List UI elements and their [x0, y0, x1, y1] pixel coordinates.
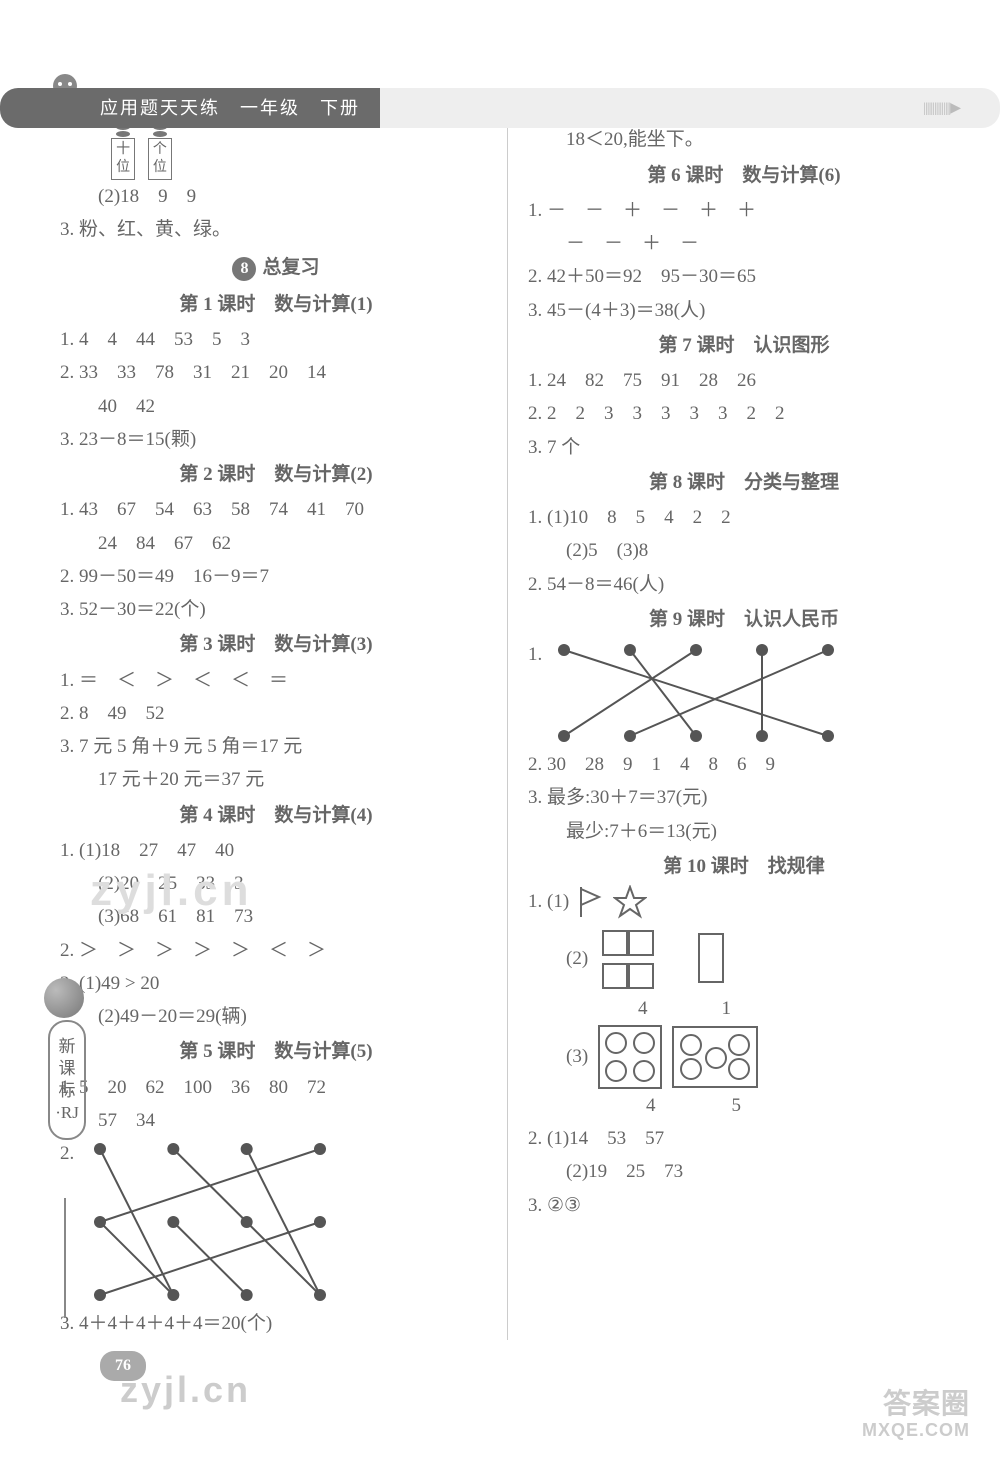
- l1-2b: 40 42: [60, 390, 492, 423]
- lesson-1-title: 第 1 课时 数与计算(1): [60, 288, 492, 321]
- r10-lbl2b: 1: [722, 998, 732, 1019]
- l2-3: 3. 52－30＝22(个): [60, 593, 492, 626]
- lesson-7-title: 第 7 课时 认识图形: [528, 329, 960, 362]
- r6-2: 2. 42＋50＝92 95－30＝65: [528, 260, 960, 293]
- l5-1b: 57 34: [60, 1104, 492, 1137]
- r10-3: 3. ②③: [528, 1189, 960, 1222]
- r8-1a: 1. (1)10 8 5 4 2 2: [528, 501, 960, 534]
- l3-2: 2. 8 49 52: [60, 697, 492, 730]
- r9-2: 2. 30 28 9 1 4 8 6 9: [528, 748, 960, 781]
- r8-1b: (2)5 (3)8: [528, 534, 960, 567]
- r10-1a: 1. (1): [528, 885, 569, 918]
- q2-2: (2)18 9 9: [60, 180, 492, 213]
- r10-lbl3a: 4: [646, 1095, 656, 1116]
- lesson-2-title: 第 2 课时 数与计算(2): [60, 458, 492, 491]
- r10-2a: 2. (1)14 53 57: [528, 1122, 960, 1155]
- l4-3b: (2)49－20＝29(辆): [60, 1000, 492, 1033]
- right-column: 6＋6＋6＝18(个) 18＜20,能坐下。 第 6 课时 数与计算(6) 1.…: [507, 90, 960, 1340]
- l3-3a: 3. 7 元 5 角＋9 元 5 角＝17 元: [60, 730, 492, 763]
- r9-3b: 最少:7＋6＝13(元): [528, 815, 960, 848]
- lesson-10-title: 第 10 课时 找规律: [528, 850, 960, 883]
- l1-2a: 2. 33 33 78 31 21 20 14: [60, 356, 492, 389]
- r10-1c: (3): [528, 1040, 588, 1073]
- l3-1: 1. ＝ ＜ ＞ ＜ ＜ ＝: [60, 664, 492, 697]
- l2-2: 2. 99－50＝49 16－9＝7: [60, 560, 492, 593]
- r6-3: 3. 45－(4＋3)＝38(人): [528, 294, 960, 327]
- lesson-9-title: 第 9 课时 认识人民币: [528, 603, 960, 636]
- star-icon: [613, 885, 647, 919]
- l2-1a: 1. 43 67 54 63 58 74 41 70: [60, 493, 492, 526]
- side-tab: 新课标·RJ: [48, 1020, 86, 1140]
- r7-2: 2. 2 2 3 3 3 3 3 2 2: [528, 397, 960, 430]
- lesson-5-title: 第 5 课时 数与计算(5): [60, 1035, 492, 1068]
- lesson-6-title: 第 6 课时 数与计算(6): [528, 159, 960, 192]
- r10-2b: (2)19 25 73: [528, 1155, 960, 1188]
- r6-1a: 1. － － ＋ － ＋ ＋: [528, 194, 960, 227]
- r7-1: 1. 24 82 75 91 28 26: [528, 364, 960, 397]
- chapter-8-title: 8总复习: [60, 251, 492, 284]
- lesson-8-title: 第 8 课时 分类与整理: [528, 466, 960, 499]
- watermark-mid: zyjl.cn: [90, 866, 253, 916]
- l3-3b: 17 元＋20 元＝37 元: [60, 763, 492, 796]
- r-b: 18＜20,能坐下。: [528, 123, 960, 156]
- ruler-decoration: |||||||||||||||▶: [923, 100, 960, 117]
- l1-1: 1. 4 4 44 53 5 3: [60, 323, 492, 356]
- l2-1b: 24 84 67 62: [60, 527, 492, 560]
- dice-5-icon: [672, 1026, 758, 1088]
- l5-1a: 1. 5 20 62 100 36 80 72: [60, 1071, 492, 1104]
- r10-lbl3b: 5: [732, 1095, 742, 1116]
- l4-3a: 3. (1)49 > 20: [60, 967, 492, 1000]
- cross-match-diagram: [546, 638, 846, 748]
- lesson-4-title: 第 4 课时 数与计算(4): [60, 799, 492, 832]
- left-column: 2. (1) 十位 个位 32 42 (2)18 9 9 3. 粉、红、黄、绿。…: [60, 90, 507, 1340]
- four-squares-icon: [602, 925, 654, 992]
- l1-3: 3. 23－8＝15(颗): [60, 423, 492, 456]
- watermark-bottom-right: 答案圈 MXQE.COM: [862, 1390, 970, 1441]
- q3: 3. 粉、红、黄、绿。: [60, 213, 492, 246]
- page-header: 应用题天天练 一年级 下册: [0, 88, 1000, 128]
- r10-lbl2a: 4: [638, 998, 648, 1019]
- flag-icon: [577, 885, 605, 919]
- side-connector: [64, 1198, 66, 1318]
- r8-2: 2. 54－8＝46(人): [528, 568, 960, 601]
- rect-icon: [698, 933, 724, 983]
- r6-1b: － － ＋ －: [528, 227, 960, 260]
- l5-3: 3. 4＋4＋4＋4＋4＝20(个): [60, 1307, 492, 1340]
- side-ball-icon: [44, 978, 84, 1018]
- r9-1-label: 1.: [528, 638, 542, 671]
- r10-1b: (2): [528, 942, 588, 975]
- matching-diagram: [80, 1137, 340, 1307]
- lesson-3-title: 第 3 课时 数与计算(3): [60, 628, 492, 661]
- r9-3a: 3. 最多:30＋7＝37(元): [528, 781, 960, 814]
- l4-1a: 1. (1)18 27 47 40: [60, 834, 492, 867]
- watermark-bottom-left: zyjl.cn: [120, 1369, 251, 1411]
- r7-3: 3. 7 个: [528, 431, 960, 464]
- l4-2: 2. ＞ ＞ ＞ ＞ ＞ ＜ ＞: [60, 934, 492, 967]
- dice-4-icon: [598, 1025, 662, 1089]
- l5-2-label: 2.: [60, 1137, 74, 1170]
